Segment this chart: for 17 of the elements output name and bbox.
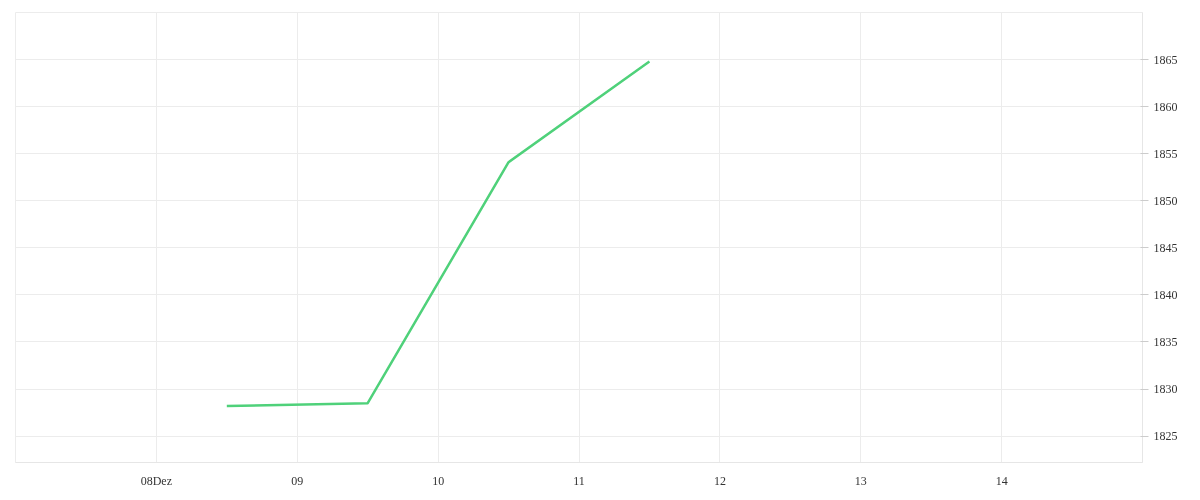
y-tick-label: 1825 [1153,429,1178,444]
x-tick-label: 13 [854,473,867,488]
y-tick-label: 1845 [1153,240,1178,255]
line-series [225,60,651,408]
y-tick-label: 1840 [1153,287,1178,302]
y-tick-label: 1835 [1153,335,1178,349]
x-tick-label: 09 [291,473,304,488]
y-tick-label: 1865 [1153,52,1178,67]
x-tick-label: 08Dez [140,473,173,488]
y-tick-label: 1855 [1153,146,1178,161]
x-tick-label: 11 [573,473,585,488]
x-tick-label: 14 [995,473,1008,488]
y-tick-label: 1830 [1153,382,1178,397]
y-tick-label: 1860 [1153,99,1178,114]
x-tick-label: 12 [713,473,726,488]
x-tick-label: 10 [432,473,445,488]
y-tick-label: 1850 [1153,193,1178,208]
